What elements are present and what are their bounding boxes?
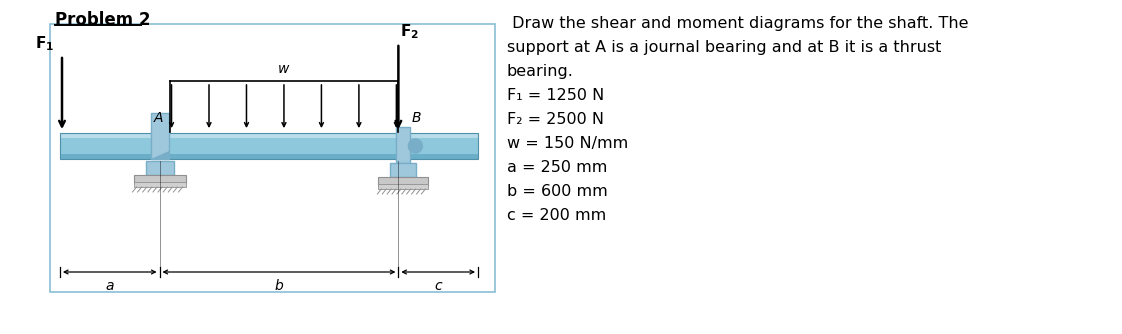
Bar — [396, 127, 411, 163]
Text: a = 250 mm: a = 250 mm — [507, 160, 607, 175]
Polygon shape — [150, 151, 168, 159]
Bar — [59, 154, 478, 159]
Text: support at A is a journal bearing and at B it is a thrust: support at A is a journal bearing and at… — [507, 40, 941, 55]
Text: bearing.: bearing. — [507, 64, 573, 79]
Text: a: a — [105, 279, 114, 293]
Text: w = 150 N/mm: w = 150 N/mm — [507, 136, 628, 151]
Text: c = 200 mm: c = 200 mm — [507, 208, 606, 223]
Bar — [150, 113, 168, 159]
Text: b = 600 mm: b = 600 mm — [507, 184, 608, 199]
Text: w: w — [278, 62, 289, 76]
Bar — [50, 24, 495, 292]
Bar — [146, 161, 174, 175]
Text: F₂ = 2500 N: F₂ = 2500 N — [507, 112, 604, 127]
Text: B: B — [412, 111, 421, 125]
Text: A: A — [154, 111, 164, 125]
Bar — [59, 138, 478, 154]
Text: $\mathbf{F_2}$: $\mathbf{F_2}$ — [401, 22, 420, 41]
Bar — [134, 182, 185, 187]
Text: c: c — [434, 279, 442, 293]
Text: $\mathbf{F_1}$: $\mathbf{F_1}$ — [35, 34, 54, 53]
Bar — [59, 133, 478, 159]
Text: F₁ = 1250 N: F₁ = 1250 N — [507, 88, 605, 103]
Text: Problem 2: Problem 2 — [55, 11, 150, 29]
Bar — [134, 175, 185, 183]
Bar — [378, 184, 429, 189]
Bar — [390, 163, 416, 177]
Bar — [378, 177, 429, 185]
Text: b: b — [275, 279, 284, 293]
Circle shape — [408, 139, 422, 153]
Text: Draw the shear and moment diagrams for the shaft. The: Draw the shear and moment diagrams for t… — [507, 16, 968, 31]
Bar — [59, 133, 478, 138]
